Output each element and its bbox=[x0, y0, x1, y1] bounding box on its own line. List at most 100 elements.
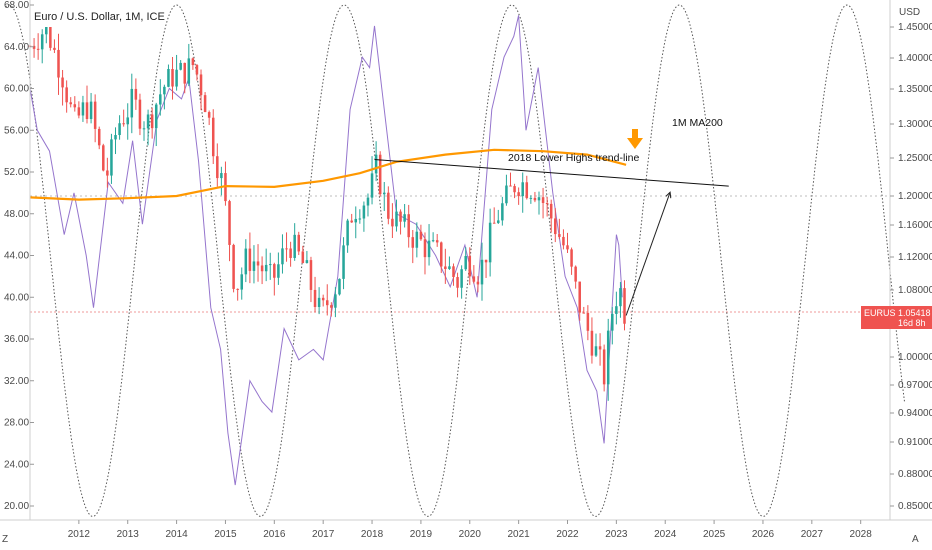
candle-body bbox=[102, 145, 105, 171]
candle-body bbox=[606, 330, 610, 385]
candle bbox=[615, 291, 618, 325]
candle bbox=[545, 196, 549, 217]
candle bbox=[232, 243, 235, 293]
candle-body bbox=[358, 218, 362, 220]
candle bbox=[199, 69, 203, 111]
candle-body bbox=[293, 234, 296, 258]
left-tick-label: 40.00 bbox=[4, 292, 29, 303]
candle-body bbox=[285, 248, 288, 250]
left-tick-label: 52.00 bbox=[4, 167, 29, 178]
candle-body bbox=[529, 197, 533, 199]
candle bbox=[334, 287, 337, 318]
candle-body bbox=[32, 45, 36, 49]
right-axis-unit: USD bbox=[899, 7, 920, 18]
price-tag-countdown: 16d 8h bbox=[898, 318, 926, 328]
candle bbox=[423, 232, 427, 275]
candle bbox=[150, 107, 154, 139]
right-tick-label: 0.85000 bbox=[898, 501, 932, 512]
candle bbox=[65, 80, 68, 113]
x-tick-label: 2021 bbox=[508, 529, 531, 540]
axis-corner-right[interactable]: A bbox=[912, 534, 919, 545]
left-tick-label: 28.00 bbox=[4, 418, 29, 429]
x-tick-label: 2012 bbox=[68, 529, 91, 540]
candle bbox=[106, 157, 109, 188]
candle bbox=[590, 317, 594, 364]
candle bbox=[175, 54, 178, 91]
right-tick-label: 1.20000 bbox=[898, 191, 932, 202]
projection-arrow-head bbox=[665, 191, 672, 199]
candle-body bbox=[146, 114, 150, 129]
candle bbox=[187, 43, 191, 87]
candle bbox=[586, 305, 590, 341]
candle bbox=[594, 333, 598, 358]
candle bbox=[159, 79, 162, 116]
candle-body bbox=[163, 86, 166, 95]
candle-body bbox=[211, 117, 215, 157]
candle bbox=[444, 248, 447, 284]
candle-body bbox=[374, 154, 378, 174]
ma-arrow-head bbox=[627, 138, 643, 149]
candle bbox=[183, 62, 186, 94]
candle-body bbox=[317, 297, 321, 308]
candle-body bbox=[370, 173, 374, 198]
projection-arrow-shaft bbox=[625, 192, 671, 316]
candle bbox=[492, 207, 496, 224]
right-tick-label: 1.00000 bbox=[898, 352, 932, 363]
candle bbox=[574, 265, 577, 289]
candle bbox=[73, 96, 77, 112]
x-tick-label: 2014 bbox=[165, 529, 188, 540]
candle-body bbox=[273, 264, 276, 278]
candle-body bbox=[431, 240, 435, 242]
candle-body bbox=[45, 27, 48, 35]
candle bbox=[252, 245, 256, 284]
candle-body bbox=[305, 260, 309, 263]
candle-body bbox=[440, 242, 443, 267]
axis-corner-left[interactable]: Z bbox=[2, 534, 8, 545]
candle-body bbox=[122, 123, 125, 125]
candle bbox=[297, 231, 301, 256]
candle bbox=[578, 281, 581, 321]
candle-body bbox=[240, 274, 244, 290]
x-tick-label: 2015 bbox=[214, 529, 237, 540]
candle bbox=[154, 102, 158, 147]
candle bbox=[472, 265, 476, 284]
candle bbox=[171, 56, 174, 100]
candle-body bbox=[106, 170, 109, 176]
candle-body bbox=[537, 197, 541, 201]
candle bbox=[541, 187, 545, 219]
x-tick-label: 2017 bbox=[312, 529, 335, 540]
candle bbox=[330, 302, 333, 317]
candle bbox=[488, 208, 492, 277]
candle bbox=[460, 265, 463, 299]
candle bbox=[346, 218, 349, 253]
candle bbox=[313, 276, 317, 313]
candle-body bbox=[53, 47, 56, 50]
candle-body bbox=[252, 261, 256, 271]
candle-body bbox=[167, 69, 170, 87]
candle-body bbox=[338, 278, 341, 295]
candle-body bbox=[313, 289, 317, 308]
candle bbox=[570, 247, 573, 275]
candle-body bbox=[501, 203, 504, 221]
candle bbox=[452, 263, 455, 286]
candle-body bbox=[199, 74, 203, 96]
candle bbox=[342, 237, 345, 290]
candle-body bbox=[179, 62, 182, 70]
candle-body bbox=[159, 94, 162, 105]
candle-body bbox=[57, 49, 60, 78]
candle bbox=[77, 101, 81, 119]
candle bbox=[207, 110, 211, 126]
candle-body bbox=[468, 255, 472, 277]
candle bbox=[102, 143, 105, 172]
candle-body bbox=[378, 154, 382, 195]
x-tick-label: 2024 bbox=[654, 529, 677, 540]
candle bbox=[431, 232, 435, 243]
candle-body bbox=[248, 248, 252, 271]
candle bbox=[273, 262, 276, 296]
right-tick-label: 1.16000 bbox=[898, 220, 932, 231]
candle bbox=[179, 60, 182, 71]
candle-body bbox=[391, 218, 394, 227]
candle-body bbox=[260, 265, 264, 272]
